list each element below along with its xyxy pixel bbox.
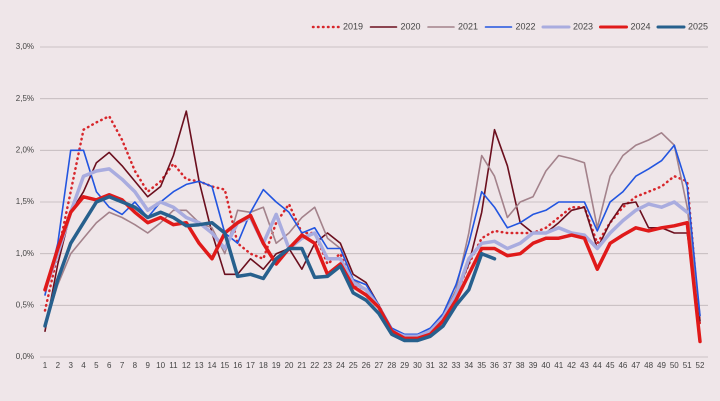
y-tick-label: 0,0% (16, 352, 34, 361)
series-line (43, 195, 497, 343)
x-tick-label: 23 (323, 361, 332, 370)
x-tick-label: 8 (133, 361, 138, 370)
x-tick-label: 37 (503, 361, 512, 370)
x-tick-label: 16 (233, 361, 242, 370)
x-tick-label: 19 (272, 361, 281, 370)
x-tick-label: 34 (464, 361, 473, 370)
x-tick-label: 50 (670, 361, 679, 370)
legend-label: 2022 (516, 21, 536, 31)
x-tick-label: 4 (81, 361, 86, 370)
x-tick-label: 51 (683, 361, 692, 370)
y-tick-label: 2,5% (16, 94, 34, 103)
x-tick-label: 32 (439, 361, 448, 370)
x-tick-label: 9 (146, 361, 151, 370)
x-tick-label: 2 (56, 361, 61, 370)
x-tick-label: 14 (208, 361, 217, 370)
x-tick-label: 27 (374, 361, 383, 370)
x-tick-label: 5 (94, 361, 99, 370)
x-tick-label: 30 (413, 361, 422, 370)
x-tick-label: 29 (400, 361, 409, 370)
x-tick-label: 52 (696, 361, 705, 370)
x-tick-label: 6 (107, 361, 112, 370)
x-tick-label: 15 (220, 361, 229, 370)
x-tick-label: 18 (259, 361, 268, 370)
legend-label: 2023 (573, 21, 593, 31)
x-tick-label: 20 (285, 361, 294, 370)
y-tick-label: 3,0% (16, 42, 34, 51)
x-tick-label: 46 (618, 361, 627, 370)
x-tick-label: 33 (452, 361, 461, 370)
x-tick-label: 43 (580, 361, 589, 370)
x-tick-label: 11 (169, 361, 178, 370)
x-tick-label: 38 (516, 361, 525, 370)
x-tick-label: 22 (310, 361, 319, 370)
legend-label: 2021 (458, 21, 478, 31)
y-tick-label: 2,0% (16, 145, 34, 154)
series-line (43, 167, 689, 339)
y-tick-label: 1,0% (16, 249, 34, 258)
x-tick-label: 1 (43, 361, 48, 370)
y-tick-label: 1,5% (16, 197, 34, 206)
x-tick-label: 48 (644, 361, 653, 370)
legend-label: 2019 (343, 21, 363, 31)
x-tick-label: 49 (657, 361, 666, 370)
x-tick-label: 10 (156, 361, 165, 370)
x-tick-label: 47 (631, 361, 640, 370)
x-tick-label: 12 (182, 361, 191, 370)
series-line (43, 193, 702, 344)
x-tick-label: 44 (593, 361, 602, 370)
x-tick-label: 31 (426, 361, 435, 370)
legend-label: 2024 (631, 21, 651, 31)
x-tick-label: 26 (362, 361, 371, 370)
series-line (44, 144, 701, 336)
x-tick-label: 24 (336, 361, 345, 370)
x-tick-label: 28 (387, 361, 396, 370)
legend-label: 2025 (688, 21, 708, 31)
x-tick-label: 13 (195, 361, 204, 370)
x-tick-label: 17 (246, 361, 255, 370)
x-tick-label: 40 (541, 361, 550, 370)
x-tick-label: 3 (68, 361, 73, 370)
x-tick-label: 7 (120, 361, 125, 370)
x-tick-label: 25 (349, 361, 358, 370)
x-tick-label: 42 (567, 361, 576, 370)
x-tick-label: 21 (297, 361, 306, 370)
y-tick-label: 0,5% (16, 300, 34, 309)
x-tick-label: 45 (606, 361, 615, 370)
legend-label: 2020 (401, 21, 421, 31)
x-tick-label: 35 (477, 361, 486, 370)
x-tick-label: 41 (554, 361, 563, 370)
x-tick-label: 39 (529, 361, 538, 370)
x-tick-label: 36 (490, 361, 499, 370)
